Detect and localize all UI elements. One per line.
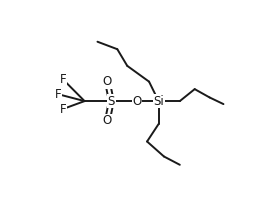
Text: O: O: [103, 75, 112, 88]
Text: S: S: [108, 95, 115, 108]
Text: F: F: [59, 73, 66, 86]
Text: F: F: [59, 103, 66, 116]
Text: F: F: [55, 88, 61, 101]
Text: Si: Si: [153, 95, 164, 108]
Text: O: O: [103, 114, 112, 127]
Text: O: O: [133, 95, 142, 108]
